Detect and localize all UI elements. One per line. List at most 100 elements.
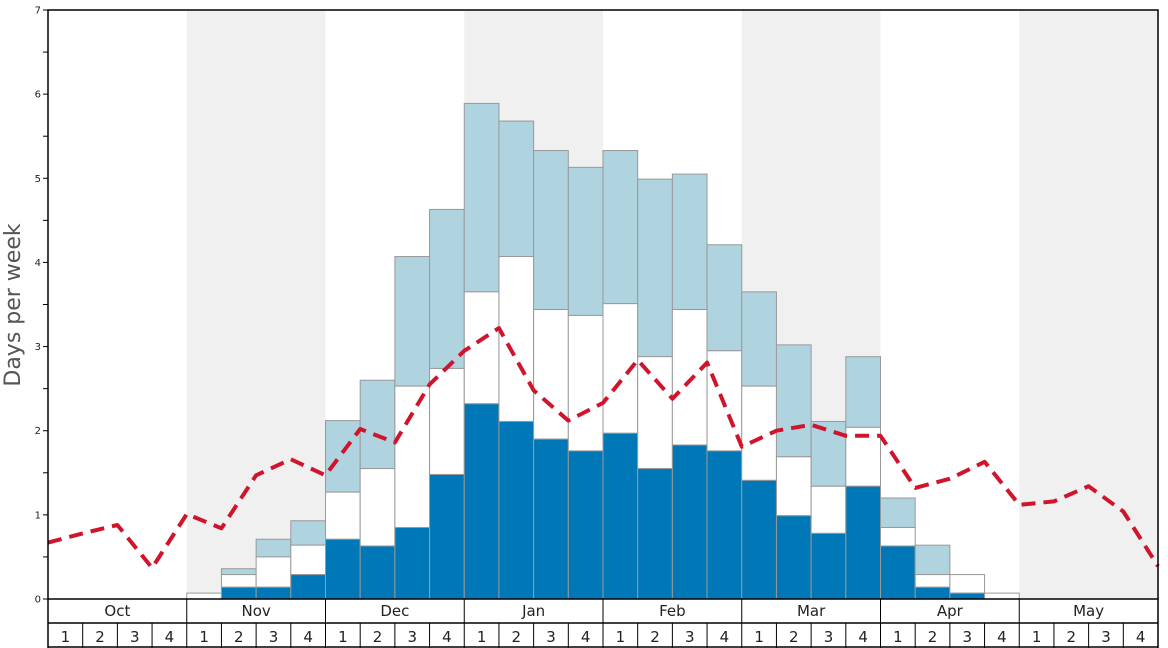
week-label: 2 — [1067, 628, 1077, 646]
bar-dark-feb-1 — [602, 432, 639, 600]
y-tick-label: 5 — [35, 174, 41, 185]
bar-light-nov-2 — [220, 568, 257, 576]
month-label-nov: Nov — [241, 602, 270, 620]
bar-dark-jan-1 — [463, 403, 500, 600]
week-label: 4 — [1136, 628, 1146, 646]
week-label: 1 — [616, 628, 626, 646]
bar-mid-apr-1 — [880, 526, 916, 547]
bar-light-feb-4 — [706, 244, 743, 352]
month-band-nov — [186, 10, 326, 599]
week-label: 1 — [199, 628, 209, 646]
bar-mid-nov-2 — [220, 574, 257, 588]
bar-mid-mar-3 — [810, 485, 847, 534]
week-label: 2 — [928, 628, 938, 646]
bar-dark-mar-4 — [845, 485, 881, 600]
bar-dark-nov-4 — [290, 574, 326, 600]
week-label: 1 — [754, 628, 764, 646]
bar-dark-nov-3 — [255, 586, 292, 600]
bar-light-apr-1 — [880, 497, 916, 528]
bar-dark-dec-3 — [394, 526, 431, 600]
week-label: 4 — [442, 628, 452, 646]
week-label: 4 — [997, 628, 1007, 646]
week-label: 4 — [581, 628, 591, 646]
week-label: 3 — [130, 628, 140, 646]
month-band-may — [1019, 10, 1158, 599]
bar-dark-feb-4 — [706, 450, 743, 600]
bar-dark-nov-2 — [220, 586, 257, 600]
bar-dark-jan-4 — [567, 450, 604, 600]
week-label: 4 — [165, 628, 175, 646]
bar-light-mar-1 — [741, 291, 777, 387]
bar-mid-apr-4 — [984, 592, 1020, 600]
month-label-feb: Feb — [659, 602, 686, 620]
bar-mid-jan-2 — [498, 256, 535, 422]
y-tick-label: 2 — [35, 426, 41, 437]
bar-light-nov-3 — [255, 538, 292, 558]
week-label: 3 — [685, 628, 695, 646]
bar-light-dec-4 — [429, 208, 465, 369]
month-label-oct: Oct — [104, 602, 130, 620]
bar-light-jan-3 — [533, 150, 569, 311]
bar-light-feb-2 — [637, 178, 673, 358]
week-label: 1 — [477, 628, 487, 646]
month-label-may: May — [1073, 602, 1104, 620]
bar-light-mar-2 — [775, 344, 812, 458]
bar-light-mar-4 — [845, 356, 881, 428]
week-label: 3 — [1101, 628, 1111, 646]
dashed-line-series — [47, 326, 1160, 570]
bar-mid-nov-4 — [290, 544, 326, 576]
week-label: 2 — [789, 628, 799, 646]
week-label: 2 — [373, 628, 383, 646]
y-tick-label: 6 — [35, 90, 41, 101]
bar-light-dec-2 — [359, 379, 396, 470]
bar-mid-feb-2 — [637, 356, 673, 470]
week-label: 2 — [512, 628, 522, 646]
bar-mid-jan-3 — [533, 309, 569, 440]
bar-light-jan-2 — [498, 120, 535, 258]
bar-light-feb-1 — [602, 150, 639, 305]
week-label: 1 — [893, 628, 903, 646]
bar-series — [186, 102, 1020, 600]
bar-dark-feb-3 — [671, 444, 708, 600]
month-label-mar: Mar — [797, 602, 826, 620]
week-label: 1 — [1032, 628, 1042, 646]
bar-dark-jan-3 — [533, 438, 569, 600]
week-label: 2 — [95, 628, 105, 646]
bar-dark-apr-3 — [949, 592, 986, 600]
bar-light-jan-4 — [567, 166, 604, 316]
dashed-line — [47, 326, 1160, 570]
bar-dark-feb-2 — [637, 468, 673, 600]
week-label: 3 — [962, 628, 972, 646]
bar-dark-dec-1 — [325, 538, 361, 600]
y-tick-label: 7 — [35, 6, 41, 17]
bar-dark-apr-2 — [914, 586, 951, 600]
bar-mid-jan-4 — [567, 314, 604, 452]
bar-mid-mar-2 — [775, 456, 812, 517]
week-label: 3 — [269, 628, 279, 646]
bar-mid-dec-1 — [325, 491, 361, 540]
week-label: 3 — [407, 628, 417, 646]
bar-light-apr-2 — [914, 544, 951, 576]
bar-mid-nov-3 — [255, 556, 292, 588]
x-axis: Oct Nov Dec Jan Feb Mar Apr May 1 2 3 4 1 2 3 4 1 2 3 4 1 2 3 4… — [47, 599, 1159, 648]
bar-dark-mar-3 — [810, 532, 847, 600]
bar-light-feb-3 — [671, 173, 708, 311]
bar-mid-dec-4 — [429, 367, 465, 475]
bar-dark-mar-2 — [775, 515, 812, 600]
week-label: 1 — [338, 628, 348, 646]
week-label: 2 — [234, 628, 244, 646]
bar-dark-dec-4 — [429, 473, 465, 600]
bar-mid-apr-2 — [914, 574, 951, 588]
month-label-jan: Jan — [521, 602, 545, 620]
bar-light-dec-1 — [325, 420, 361, 493]
bar-dark-mar-1 — [741, 479, 777, 600]
month-label-dec: Dec — [380, 602, 409, 620]
week-label: 3 — [546, 628, 556, 646]
bar-mid-nov-1 — [186, 592, 222, 600]
y-axis: 0 1 2 3 4 5 6 7 — [35, 6, 48, 606]
y-axis-label: Days per week — [1, 223, 26, 386]
week-label: 2 — [650, 628, 660, 646]
bar-light-mar-3 — [810, 420, 847, 487]
week-label: 4 — [720, 628, 730, 646]
